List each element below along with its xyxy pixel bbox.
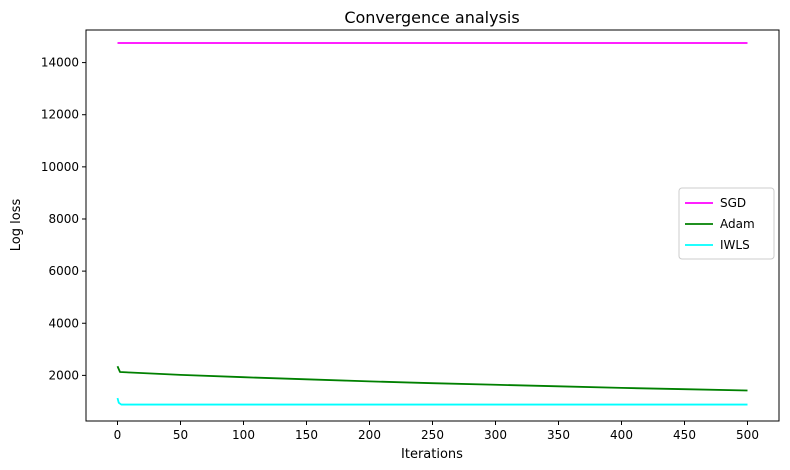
legend-label-adam: Adam [720, 217, 755, 231]
series-line-adam [116, 365, 748, 392]
y-tick-label: 4000 [48, 316, 79, 330]
legend-frame [678, 187, 775, 260]
x-tick-label: 350 [547, 428, 570, 442]
y-axis: 2000 4000 6000 8000 10000 12000 14000 [41, 56, 86, 382]
legend-label-sgd: SGD [720, 196, 746, 210]
y-tick-label: 6000 [48, 264, 79, 278]
x-tick-label: 200 [358, 428, 381, 442]
x-tick-label: 300 [484, 428, 507, 442]
x-axis: 0 50 100 150 200 250 300 350 400 450 500 [114, 421, 759, 442]
y-tick-label: 2000 [48, 368, 79, 382]
y-tick-label: 14000 [41, 56, 79, 70]
series-line-iwls [116, 397, 748, 406]
y-axis-label: Log loss [9, 199, 24, 252]
legend-label-iwls: IWLS [720, 238, 750, 252]
x-tick-label: 450 [673, 428, 696, 442]
y-tick-label: 12000 [41, 108, 79, 122]
x-tick-label: 100 [232, 428, 255, 442]
y-tick-label: 10000 [41, 160, 79, 174]
chart-title: Convergence analysis [344, 8, 519, 27]
x-tick-label: 250 [421, 428, 444, 442]
series-layer [116, 42, 748, 406]
x-tick-label: 400 [610, 428, 633, 442]
plot-area-frame [85, 29, 780, 422]
x-tick-label: 50 [173, 428, 188, 442]
x-tick-label: 0 [114, 428, 122, 442]
x-tick-label: 150 [295, 428, 318, 442]
legend: SGD Adam IWLS [678, 187, 775, 260]
y-tick-label: 8000 [48, 212, 79, 226]
x-axis-label: Iterations [401, 447, 463, 462]
x-tick-label: 500 [736, 428, 759, 442]
